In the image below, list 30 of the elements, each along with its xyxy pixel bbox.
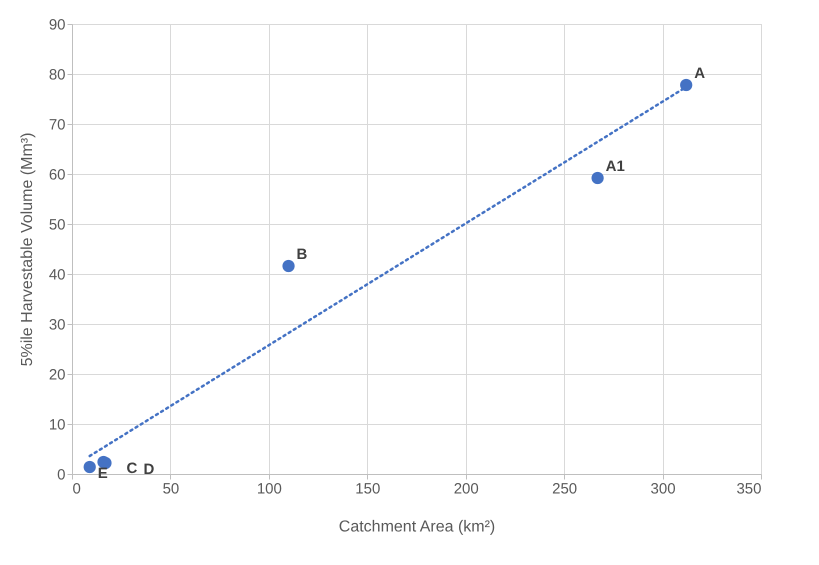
y-tick-label: 90 xyxy=(48,16,66,34)
x-tick-label: 150 xyxy=(355,480,380,498)
x-axis-title: Catchment Area (km²) xyxy=(338,518,496,536)
point xyxy=(282,260,295,272)
annotation: D xyxy=(143,461,154,478)
x-tick-label: 50 xyxy=(162,480,180,498)
y-tick-label: 30 xyxy=(48,316,66,334)
y-tick-label: 10 xyxy=(48,416,66,434)
x-tick-label: 300 xyxy=(650,480,676,498)
annotation: B xyxy=(296,246,308,263)
point xyxy=(84,460,96,474)
annotation: C xyxy=(126,460,138,477)
point xyxy=(680,78,692,92)
annotation: E xyxy=(98,465,108,482)
x-tick-label: 100 xyxy=(256,480,282,498)
y-tick-label: 0 xyxy=(57,466,66,484)
x-tick-label: 250 xyxy=(552,480,578,498)
annotation: A xyxy=(694,65,706,82)
x-tick-label: 350 xyxy=(736,480,762,498)
y-tick-label: 20 xyxy=(48,366,66,384)
annotation: A1 xyxy=(606,158,625,175)
y-tick-label: 80 xyxy=(48,66,66,84)
x-tick-label: 200 xyxy=(454,480,479,498)
y-tick-label: 40 xyxy=(48,266,66,284)
y-tick-label: 70 xyxy=(48,116,66,134)
x-tick-label: 0 xyxy=(72,480,81,498)
y-axis-title: 5%ile Harvestable Volume (Mm³) xyxy=(18,132,36,366)
y-tick-label: 60 xyxy=(48,166,66,184)
y-tick-label: 50 xyxy=(48,216,66,234)
point xyxy=(591,172,604,184)
